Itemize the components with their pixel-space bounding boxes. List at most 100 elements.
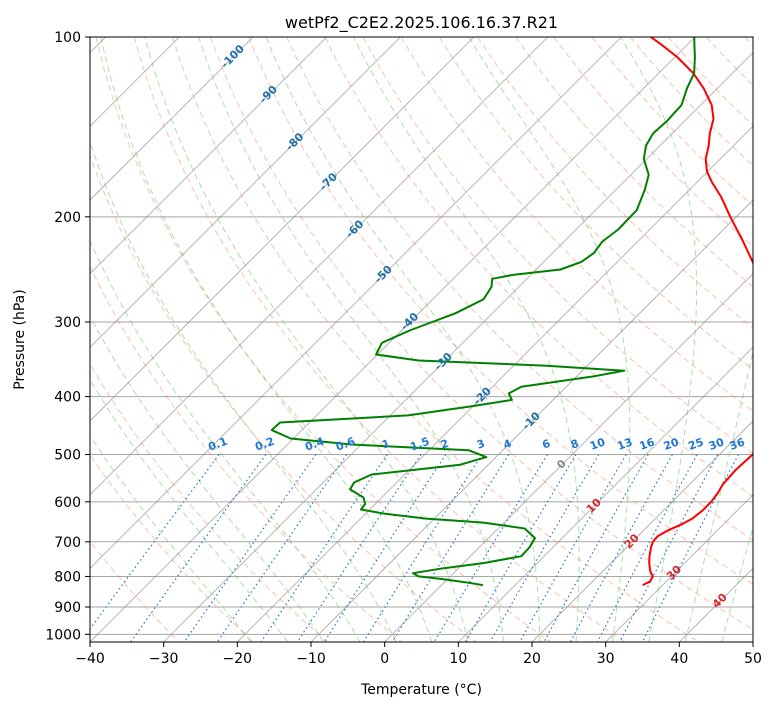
y-tick-label: 1000 bbox=[45, 627, 81, 643]
moist-adiabat-line bbox=[90, 239, 361, 642]
moist-adiabat-line bbox=[468, 37, 631, 642]
mixing-ratio-label: 2 bbox=[439, 437, 451, 452]
mixing-ratio-line bbox=[519, 454, 627, 642]
dry-adiabat-line bbox=[90, 154, 477, 642]
moist-adiabat-line bbox=[721, 525, 753, 642]
mixing-ratio-label: 16 bbox=[638, 435, 657, 453]
x-tick-label: 0 bbox=[380, 651, 389, 667]
dry-adiabat-line bbox=[400, 37, 753, 412]
y-tick-label: 400 bbox=[54, 390, 81, 406]
mixing-ratio-line bbox=[183, 454, 317, 642]
moist-adiabat-line bbox=[90, 314, 325, 642]
mixing-ratio-line bbox=[391, 454, 510, 642]
x-tick-label: 50 bbox=[744, 651, 762, 667]
reference-lines bbox=[90, 37, 753, 642]
dry-adiabat-line bbox=[95, 37, 551, 642]
mixing-ratio-line bbox=[619, 454, 719, 642]
dry-adiabat-line bbox=[744, 37, 753, 47]
isotherm-label: -60 bbox=[343, 217, 366, 240]
mixing-ratio-label: 20 bbox=[662, 435, 681, 453]
isotherm-line bbox=[90, 37, 327, 275]
isotherm-label: -50 bbox=[372, 262, 395, 285]
mixing-ratio-label: 1 bbox=[380, 437, 392, 452]
isotherm-line bbox=[605, 494, 753, 642]
isotherm-line bbox=[90, 37, 548, 496]
y-tick-label: 500 bbox=[54, 448, 81, 464]
isotherm-line bbox=[90, 37, 696, 642]
mixing-ratio-label: 13 bbox=[615, 436, 634, 453]
isotherm-label: -70 bbox=[317, 170, 340, 193]
plot-frame bbox=[89, 36, 754, 643]
y-tick-label: 800 bbox=[54, 569, 81, 585]
isotherm-label: -80 bbox=[283, 130, 306, 153]
isotherm-line bbox=[458, 346, 753, 642]
mixing-ratio-line bbox=[260, 454, 388, 642]
mixing-ratio-label: 30 bbox=[707, 435, 726, 453]
mixing-ratio-line bbox=[130, 454, 267, 642]
moist-adiabat-line bbox=[90, 140, 397, 642]
isotherm-line bbox=[90, 37, 622, 569]
y-tick-label: 100 bbox=[54, 30, 81, 46]
dry-adiabat-line bbox=[210, 37, 753, 631]
mixing-ratio-label: 0.4 bbox=[303, 435, 326, 454]
dry-adiabat-line bbox=[477, 37, 753, 329]
y-axis-label: Pressure (hPa) bbox=[12, 289, 28, 389]
mixing-ratio-line bbox=[433, 454, 549, 642]
mixing-ratio-label: 10 bbox=[588, 435, 607, 453]
moist-adiabat-line bbox=[198, 37, 505, 642]
x-tick-label: 40 bbox=[670, 651, 688, 667]
dry-adiabat-line bbox=[133, 37, 625, 642]
isotherm-label: -10 bbox=[520, 409, 543, 432]
isotherm-label: -20 bbox=[471, 384, 494, 407]
mixing-ratio-line bbox=[543, 454, 649, 642]
dry-adiabat-line bbox=[706, 37, 753, 87]
mixing-ratio-line bbox=[323, 454, 447, 642]
isotherm-label: -30 bbox=[432, 350, 455, 373]
mixing-ratio-line bbox=[216, 454, 348, 642]
temperature-profile-line bbox=[642, 37, 753, 586]
moist-adiabat-line bbox=[620, 37, 697, 642]
x-tick-label: −10 bbox=[296, 651, 326, 667]
moist-adiabat-line bbox=[353, 37, 580, 642]
mixing-ratio-label: 36 bbox=[728, 435, 747, 453]
moist-adiabat-line bbox=[100, 37, 433, 642]
dewpoint-profile-line bbox=[270, 37, 696, 587]
mixing-ratio-line bbox=[569, 454, 673, 642]
x-tick-label: −20 bbox=[223, 651, 253, 667]
isotherm-line bbox=[679, 567, 753, 642]
isotherm-line bbox=[163, 52, 753, 642]
dry-adiabat-line bbox=[668, 37, 753, 127]
isotherm-line bbox=[90, 37, 475, 422]
x-axis-label: Temperature (°C) bbox=[360, 682, 482, 698]
mixing-ratio-label: 1.5 bbox=[408, 435, 431, 454]
isotherm-label: 40 bbox=[710, 591, 730, 611]
dry-adiabat-line bbox=[90, 363, 328, 642]
x-tick-label: 10 bbox=[449, 651, 467, 667]
mixing-ratio-label: 8 bbox=[569, 437, 581, 452]
y-tick-label: 200 bbox=[54, 210, 81, 226]
mixing-ratio-line bbox=[596, 454, 698, 642]
dry-adiabat-line bbox=[438, 37, 753, 370]
y-tick-label: 700 bbox=[54, 535, 81, 551]
dry-adiabat-line bbox=[90, 265, 403, 642]
isotherm-label: -40 bbox=[398, 310, 421, 333]
x-tick-label: 30 bbox=[597, 651, 615, 667]
chart-title: wetPf2_C2E2.2025.106.16.37.R21 bbox=[285, 13, 558, 33]
mixing-ratio-label: 3 bbox=[475, 437, 487, 452]
dry-adiabat-line bbox=[515, 37, 753, 288]
mixing-ratio-label: 6 bbox=[540, 437, 552, 452]
isotherm-label: 30 bbox=[664, 563, 684, 583]
mixing-ratio-label: 0.2 bbox=[253, 435, 276, 454]
axes: −40 −30 −20 −10 0 10 20 30 40 5010020030040050060… bbox=[45, 30, 762, 667]
y-tick-label: 300 bbox=[54, 315, 81, 331]
mixing-ratio-label: 25 bbox=[687, 436, 706, 453]
dry-adiabat-line bbox=[90, 540, 180, 642]
dry-adiabat-line bbox=[362, 37, 753, 455]
mixing-ratio-label: 0.6 bbox=[334, 435, 357, 454]
x-tick-label: −40 bbox=[75, 651, 105, 667]
moist-adiabat-line bbox=[265, 37, 541, 642]
mixing-ratio-line bbox=[642, 454, 739, 642]
x-tick-label: 20 bbox=[523, 651, 541, 667]
isotherm-line bbox=[90, 37, 254, 201]
